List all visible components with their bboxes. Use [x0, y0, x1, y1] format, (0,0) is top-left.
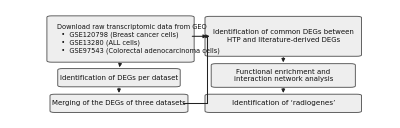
FancyBboxPatch shape — [47, 16, 194, 62]
Text: Download raw transcriptomic data from GEO
  •  GSE120798 (Breast cancer cells)
 : Download raw transcriptomic data from GE… — [57, 24, 220, 54]
Text: Identification of common DEGs between
HTP and literature-derived DEGs: Identification of common DEGs between HT… — [213, 29, 354, 43]
FancyBboxPatch shape — [205, 94, 362, 112]
FancyBboxPatch shape — [50, 94, 188, 112]
Text: Merging of the DEGs of three datasets: Merging of the DEGs of three datasets — [52, 100, 186, 106]
Text: Identification of DEGs per dataset: Identification of DEGs per dataset — [60, 75, 178, 81]
FancyBboxPatch shape — [211, 64, 355, 87]
Text: Functional enrichment and
interaction network analysis: Functional enrichment and interaction ne… — [234, 69, 333, 82]
FancyBboxPatch shape — [205, 16, 362, 56]
FancyBboxPatch shape — [58, 69, 180, 87]
Text: Identification of ‘radiogenes’: Identification of ‘radiogenes’ — [232, 100, 335, 106]
